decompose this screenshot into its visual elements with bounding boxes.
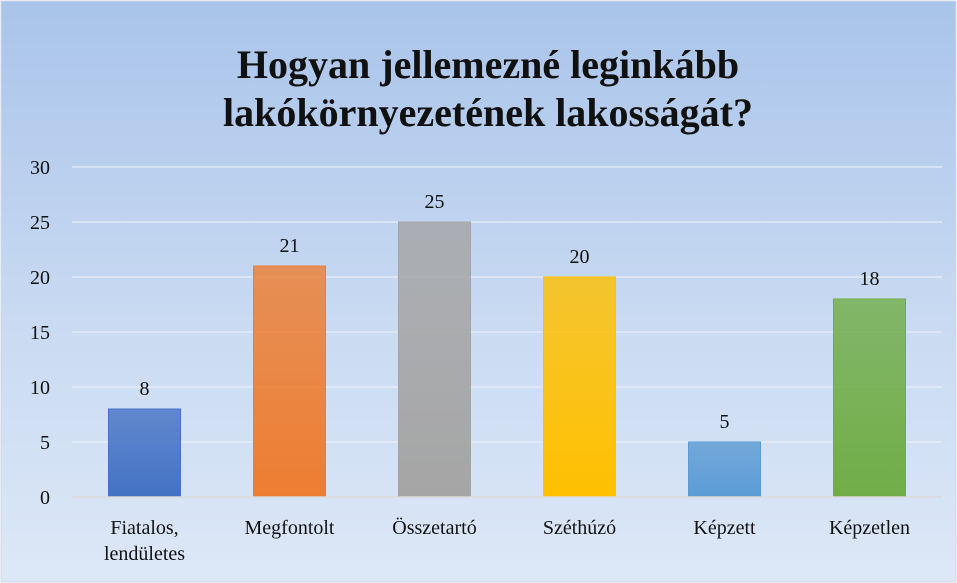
data-label: 18 — [860, 268, 880, 290]
x-tick-label: Képzetlen — [829, 517, 910, 539]
y-tick-label: 10 — [30, 377, 50, 399]
y-tick-label: 5 — [40, 432, 50, 454]
bar — [398, 221, 471, 498]
bar — [543, 276, 616, 498]
x-tick-label: Széthúzó — [543, 517, 616, 539]
x-tick-label: Megfontolt — [245, 517, 335, 539]
y-tick-label: 0 — [40, 487, 50, 509]
bar — [253, 265, 326, 498]
bar — [108, 408, 181, 498]
y-tick-label: 15 — [30, 322, 50, 344]
bar — [688, 441, 761, 498]
data-label: 8 — [140, 378, 150, 400]
data-label: 25 — [425, 191, 445, 213]
x-tick-label: Képzett — [693, 517, 756, 539]
x-tick-label: Fiatalos, lendületes — [104, 517, 185, 565]
data-label: 5 — [720, 411, 730, 433]
y-tick-label: 20 — [30, 267, 50, 289]
y-tick-label: 25 — [30, 212, 50, 234]
bar — [833, 298, 906, 498]
data-label: 21 — [280, 235, 300, 257]
x-tick-label: Összetartó — [392, 516, 476, 539]
chart-title: Hogyan jellemezné leginkább lakókörnyezet… — [223, 42, 753, 135]
y-tick-label: 30 — [30, 157, 50, 179]
data-label: 20 — [570, 246, 590, 268]
